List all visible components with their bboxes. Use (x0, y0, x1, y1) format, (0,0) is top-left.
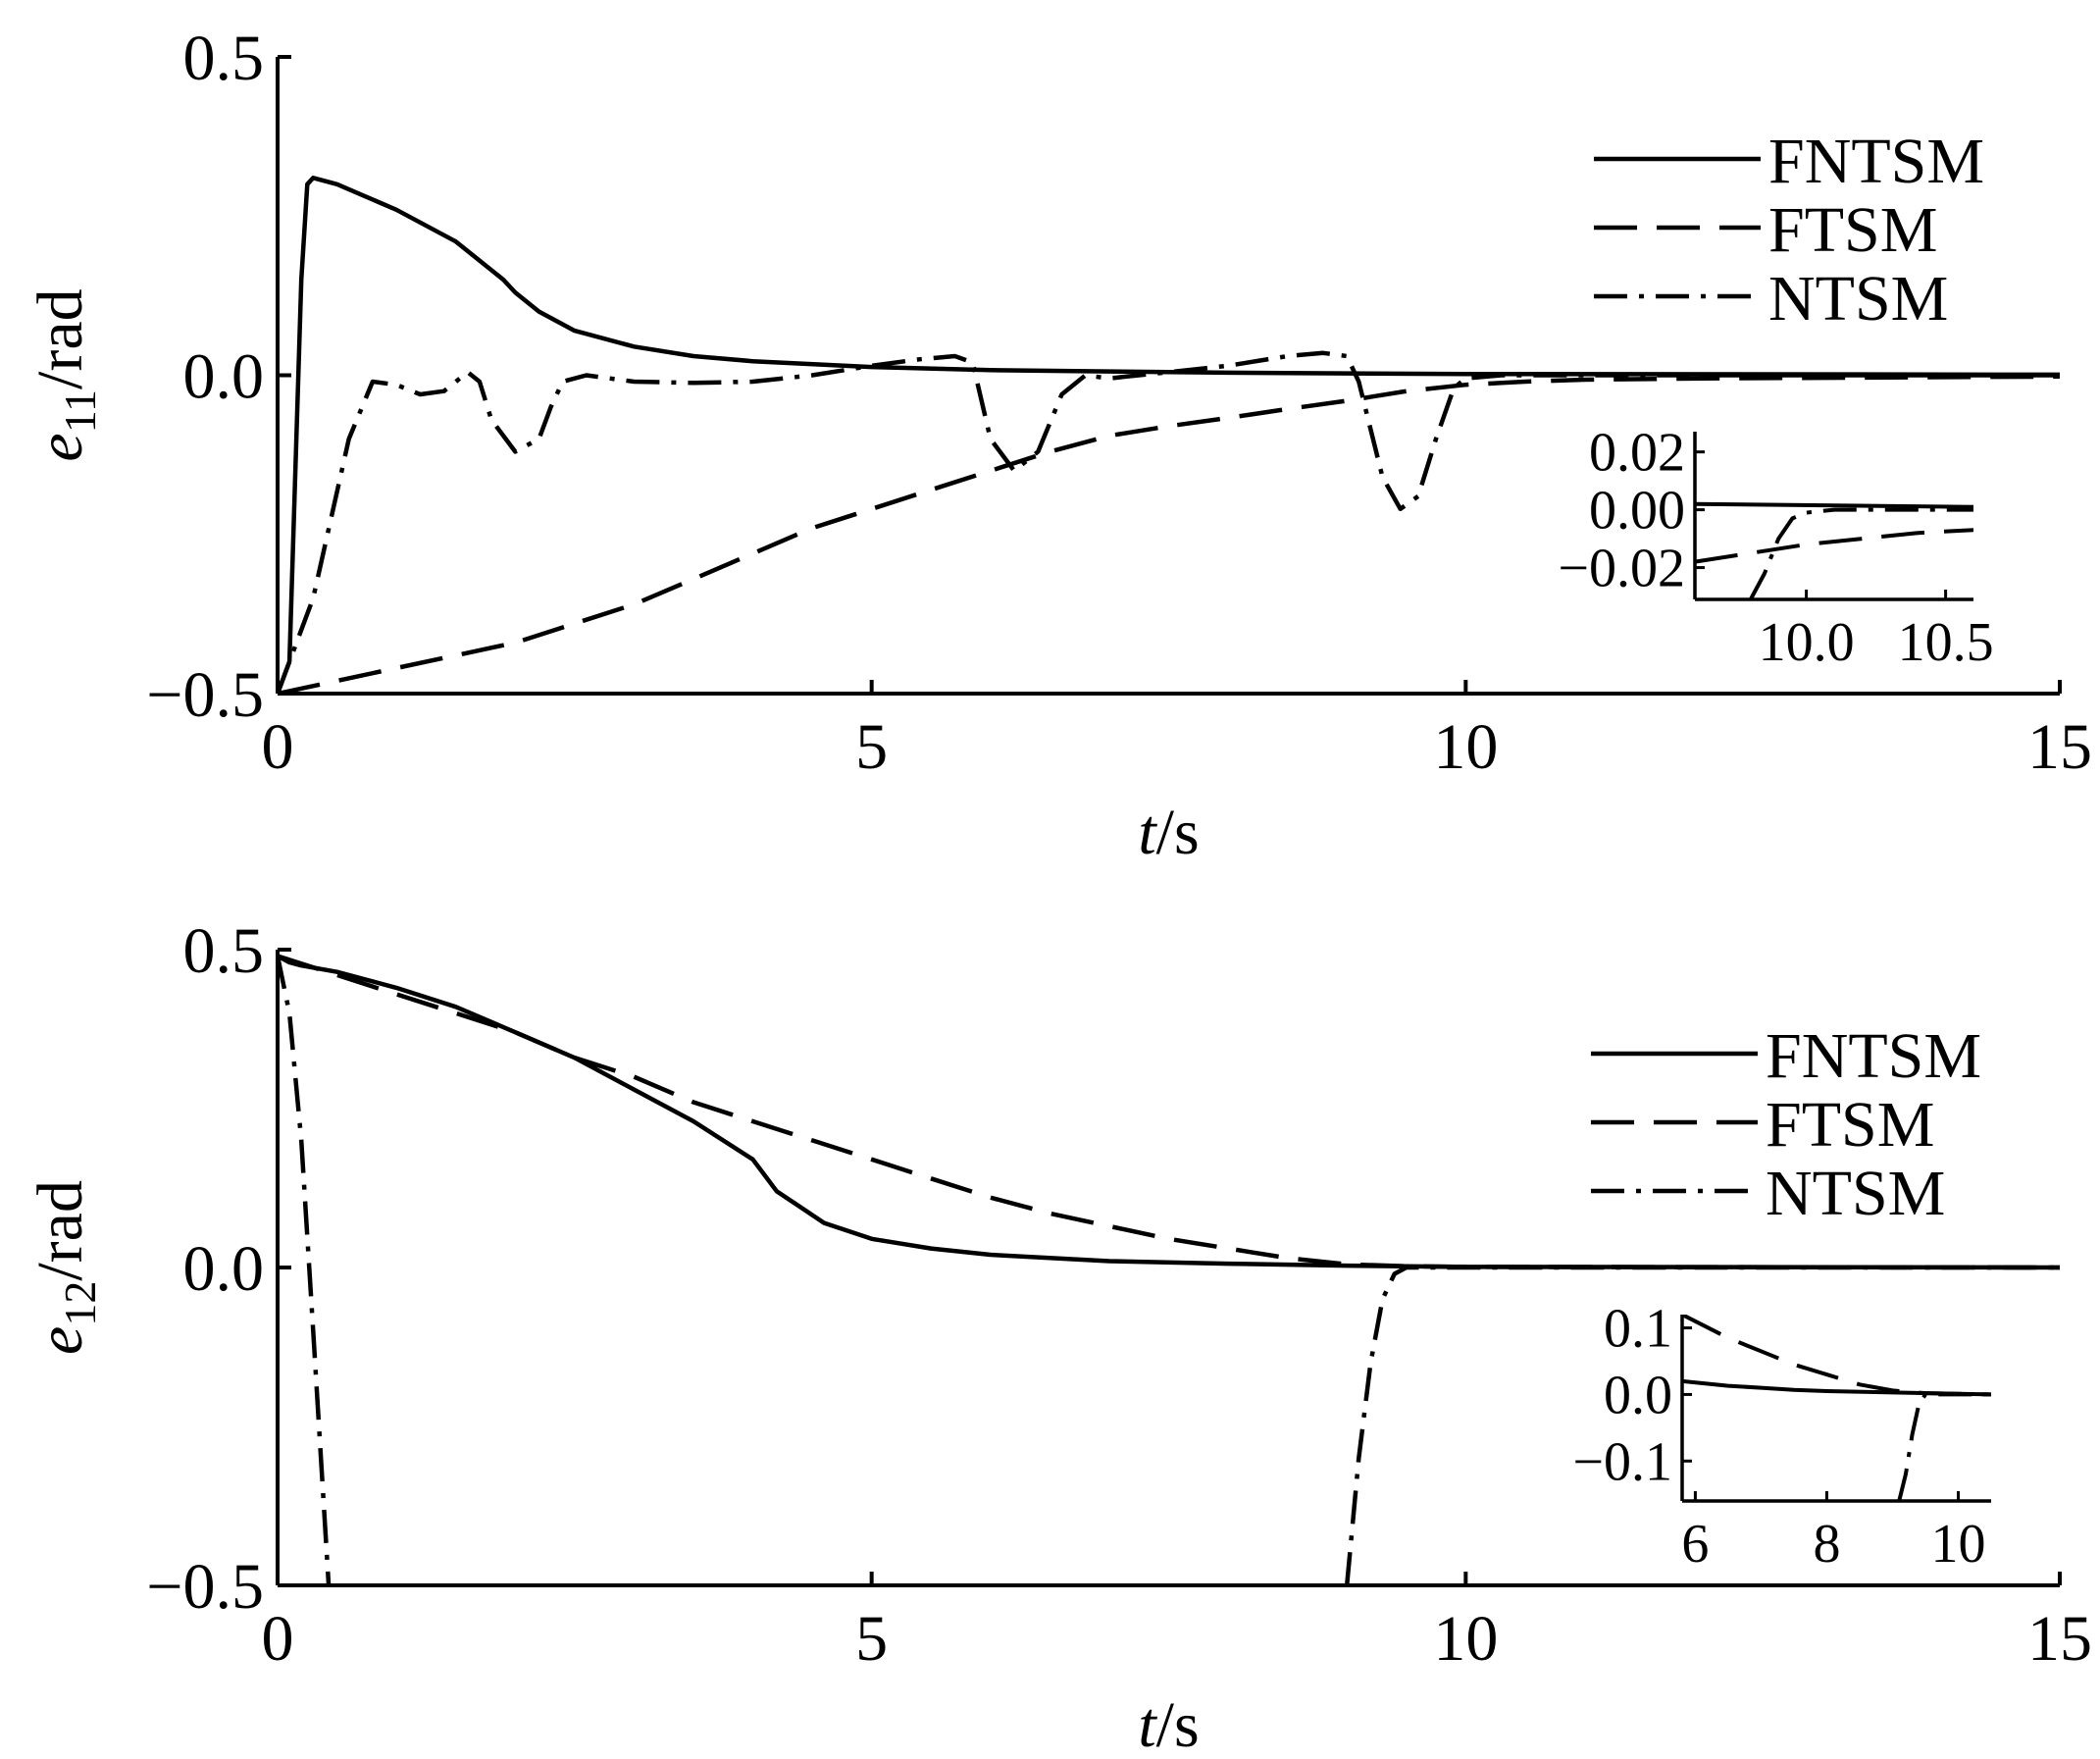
x-tick-label: 15 (2027, 1603, 2092, 1675)
y-axis-label: e12/rad (25, 1180, 105, 1355)
legend-label-fntsm: FNTSM (1768, 126, 1984, 197)
inset-series-ftsm-line-1 (1682, 1315, 1991, 1397)
inset-y-tick-label: −0.02 (1558, 539, 1685, 599)
legend-label-fntsm: FNTSM (1766, 1020, 1981, 1092)
legend-label-ntsm: NTSM (1766, 1158, 1945, 1229)
y-tick-label: −0.5 (146, 659, 264, 731)
y-tick-label: 0.0 (183, 1233, 265, 1305)
x-tick-label: 10 (1433, 1603, 1498, 1675)
y-tick-label: 0.5 (183, 23, 265, 94)
inset-x-tick-label: 8 (1813, 1514, 1840, 1575)
x-tick-label: 0 (262, 1603, 294, 1675)
inset-x-tick-label: 10.0 (1759, 612, 1855, 673)
y-tick-label: 0.5 (183, 915, 265, 987)
legend-label-ftsm: FTSM (1766, 1089, 1934, 1161)
main-series-ntsm-line-3 (1344, 1265, 2060, 1586)
inset-y-tick-label: 0.1 (1604, 1299, 1672, 1360)
inset-series-fntsm-line-0 (1695, 501, 1973, 509)
x-axis-label: t/s (1138, 1689, 1199, 1759)
x-tick-label: 5 (855, 711, 888, 783)
legend-label-ftsm: FTSM (1768, 194, 1937, 266)
inset-y-tick-label: 0.0 (1604, 1365, 1672, 1425)
x-tick-label: 15 (2027, 711, 2092, 783)
inset-y-tick-label: −0.1 (1572, 1431, 1672, 1492)
main-series-ftsm-line-1 (278, 374, 2060, 696)
legend-label-ntsm: NTSM (1768, 263, 1948, 335)
inset-y-tick-label: 0.02 (1589, 423, 1685, 484)
main-series-fntsm-line-0 (278, 176, 2060, 695)
y-tick-label: −0.5 (146, 1551, 264, 1623)
inset-x-tick-label: 6 (1681, 1514, 1709, 1575)
inset-series-ftsm-line-1 (1695, 528, 1973, 564)
main-series-ntsm-line-2 (278, 350, 2060, 695)
inset-x-tick-label: 10.5 (1898, 612, 1994, 673)
main-series-ftsm-line-1 (278, 954, 2060, 1270)
inset-chart: 6 8 10 −0.10.00.1 (1572, 1299, 1991, 1575)
x-axis-label: t/s (1138, 797, 1199, 868)
inset-chart: 10.0 10.5 −0.020.000.02 (1558, 423, 1993, 673)
main-series-ntsm-line-2 (278, 956, 332, 1586)
inset-x-tick-label: 10 (1930, 1514, 1985, 1575)
x-tick-label: 10 (1433, 711, 1498, 783)
x-tick-label: 0 (262, 711, 294, 783)
inset-y-tick-label: 0.00 (1589, 481, 1685, 542)
y-axis-label: e11/rad (25, 288, 105, 461)
main-series-fntsm-line-0 (278, 954, 2060, 1270)
inset-series-ntsm-line-2 (1749, 507, 1973, 599)
x-tick-label: 5 (855, 1603, 888, 1675)
inset-series-ntsm-line-2 (1897, 1392, 1991, 1501)
y-tick-label: 0.0 (183, 341, 265, 413)
